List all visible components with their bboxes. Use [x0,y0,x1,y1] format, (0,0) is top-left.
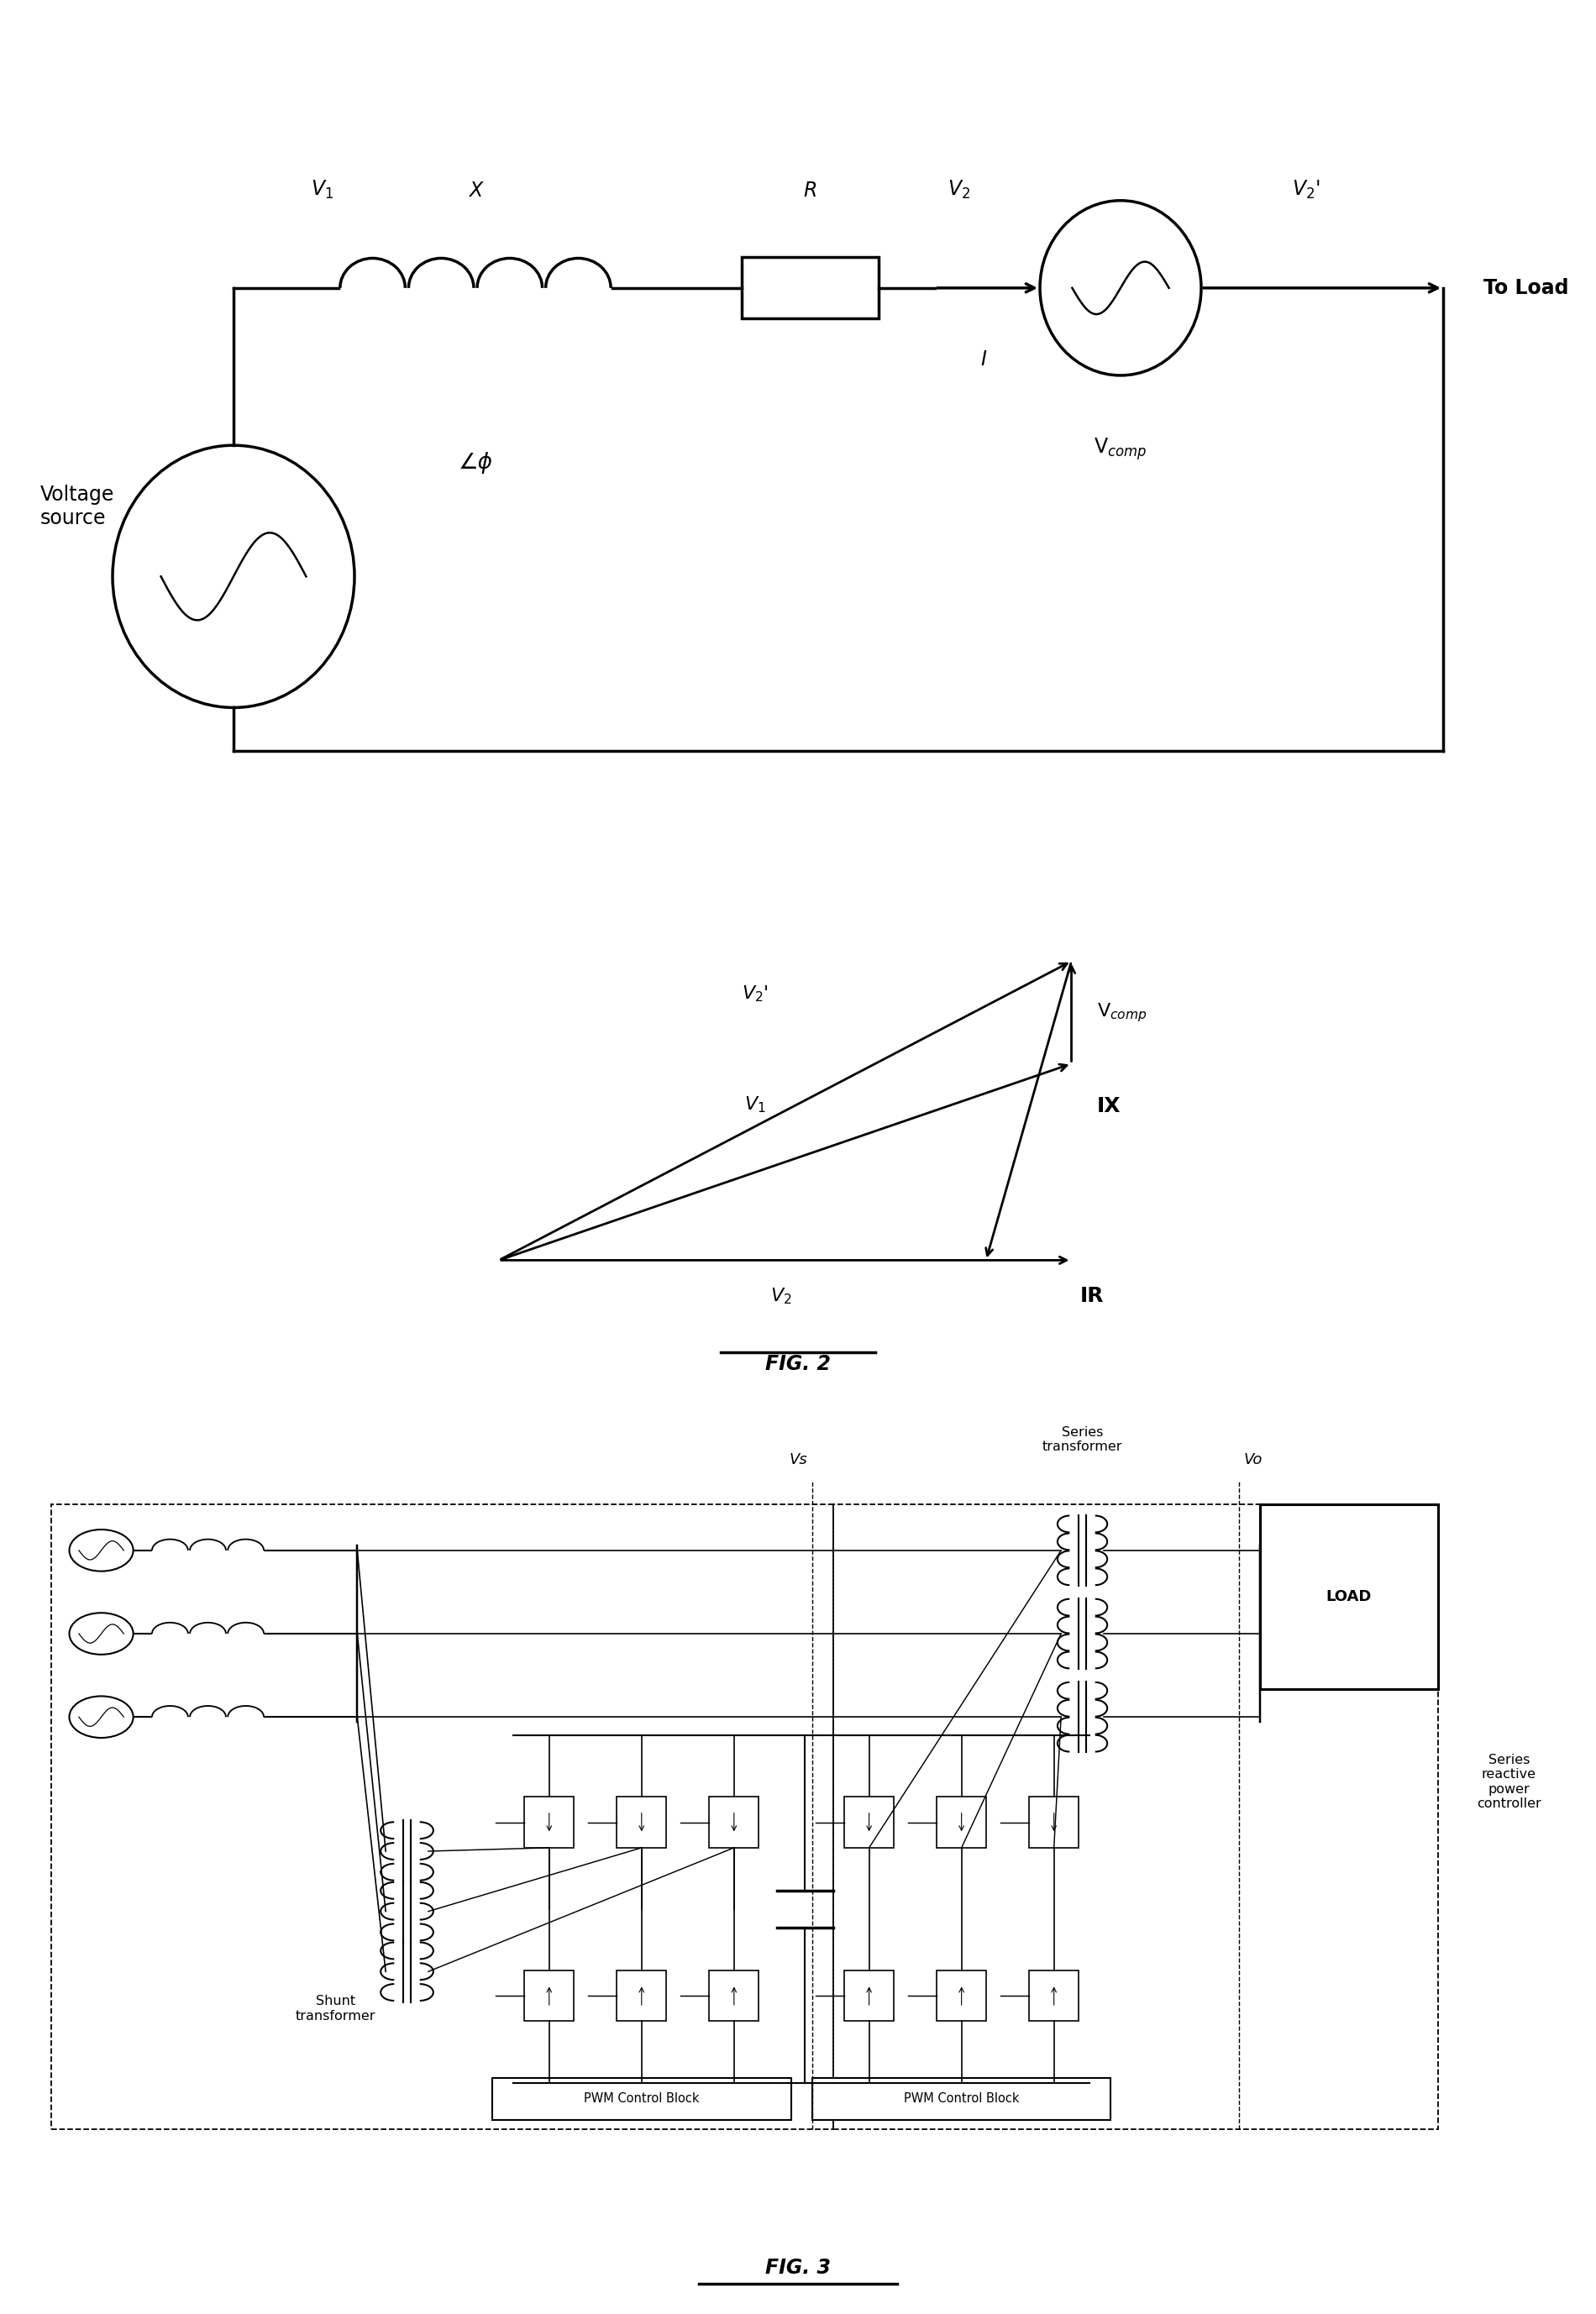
Bar [616,1969,667,2022]
Text: V$_2$: V$_2$ [771,1287,792,1305]
Text: V$_2$': V$_2$' [742,983,769,1004]
Text: Series
reactive
power
controller: Series reactive power controller [1476,1754,1542,1810]
Text: IX: IX [1096,1097,1120,1118]
Text: V$_2$: V$_2$ [948,178,970,201]
Bar [1029,1796,1079,1847]
Text: R: R [803,180,817,201]
Text: V$_{comp}$: V$_{comp}$ [1096,1002,1148,1023]
Text: X: X [469,180,482,201]
Bar [812,2078,1111,2120]
Bar [1261,1504,1438,1689]
Bar [1029,1969,1079,2022]
Text: Vo: Vo [1243,1451,1262,1467]
Bar [844,1969,894,2022]
Text: V$_1$: V$_1$ [744,1095,766,1115]
Bar [709,1969,760,2022]
Text: FIG. 2: FIG. 2 [764,1354,832,1375]
Text: Shunt
transformer: Shunt transformer [295,1995,377,2022]
Text: Voltage
source: Voltage source [40,484,115,528]
Text: LOAD: LOAD [1326,1590,1373,1604]
Bar [742,257,879,319]
Text: IR: IR [1080,1287,1104,1305]
Bar [937,1796,986,1847]
Text: I: I [980,349,986,370]
Bar [51,1504,833,2129]
Bar [616,1796,667,1847]
Text: To Load: To Load [1483,278,1569,299]
Text: Series
transformer: Series transformer [1042,1425,1122,1453]
Bar [833,1504,1438,2129]
Text: Vs: Vs [788,1451,808,1467]
Bar [523,1796,575,1847]
Bar [492,2078,792,2120]
Text: V$_1$: V$_1$ [311,178,334,201]
Text: V$_2$': V$_2$' [1291,178,1320,201]
Text: ∠ϕ: ∠ϕ [458,451,493,474]
Text: FIG. 3: FIG. 3 [764,2258,832,2277]
Bar [844,1796,894,1847]
Text: PWM Control Block: PWM Control Block [903,2092,1020,2106]
Text: PWM Control Block: PWM Control Block [584,2092,699,2106]
Bar [937,1969,986,2022]
Bar [523,1969,575,2022]
Bar [709,1796,760,1847]
Text: V$_{comp}$: V$_{comp}$ [1093,437,1148,463]
